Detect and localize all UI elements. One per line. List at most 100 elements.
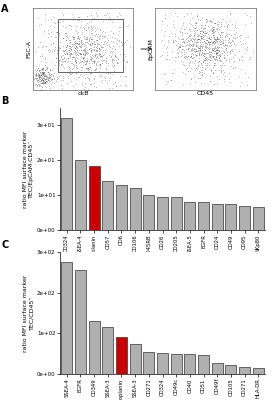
Point bbox=[223, 33, 227, 39]
Point bbox=[182, 49, 186, 55]
Point bbox=[203, 64, 207, 71]
Point bbox=[100, 44, 105, 50]
Point bbox=[79, 39, 83, 46]
Point bbox=[43, 67, 47, 74]
Point bbox=[215, 55, 219, 62]
Point bbox=[184, 39, 188, 45]
Point bbox=[75, 40, 79, 46]
Point bbox=[178, 36, 183, 42]
Point bbox=[214, 49, 218, 55]
Point bbox=[104, 65, 109, 71]
Point bbox=[55, 76, 59, 82]
Point bbox=[40, 66, 44, 73]
Point bbox=[88, 12, 93, 19]
Y-axis label: FSC-A: FSC-A bbox=[26, 40, 31, 58]
Point bbox=[95, 16, 100, 22]
Point bbox=[77, 24, 82, 30]
Point bbox=[56, 54, 60, 60]
Point bbox=[50, 78, 54, 85]
Point bbox=[97, 72, 101, 78]
Point bbox=[92, 31, 97, 38]
Point bbox=[103, 28, 107, 35]
Point bbox=[97, 68, 101, 75]
Point bbox=[215, 44, 220, 50]
Point bbox=[104, 39, 109, 46]
Point bbox=[200, 72, 205, 78]
Point bbox=[187, 58, 192, 64]
Point bbox=[187, 40, 191, 46]
Point bbox=[123, 64, 127, 70]
Point bbox=[81, 51, 85, 58]
Point bbox=[98, 63, 102, 69]
Point bbox=[217, 52, 221, 58]
Point bbox=[54, 55, 58, 62]
Point bbox=[57, 39, 62, 45]
Point bbox=[64, 32, 68, 39]
Point bbox=[201, 59, 205, 65]
Point bbox=[217, 55, 221, 62]
Point bbox=[203, 44, 208, 50]
Point bbox=[202, 50, 206, 56]
Point bbox=[94, 27, 98, 33]
Point bbox=[79, 50, 84, 57]
Point bbox=[47, 70, 51, 76]
Point bbox=[201, 32, 205, 38]
Point bbox=[39, 77, 43, 84]
Point bbox=[36, 44, 40, 50]
Point bbox=[73, 43, 78, 50]
Point bbox=[35, 75, 39, 82]
Point bbox=[217, 76, 221, 82]
Point bbox=[122, 56, 126, 63]
Point bbox=[195, 13, 200, 19]
Point bbox=[70, 50, 74, 57]
Point bbox=[47, 72, 51, 79]
Bar bbox=[143, 195, 154, 230]
Point bbox=[78, 57, 83, 64]
Point bbox=[38, 72, 42, 78]
Point bbox=[196, 39, 200, 45]
Point bbox=[203, 47, 207, 54]
Point bbox=[188, 37, 193, 43]
Point bbox=[207, 34, 211, 41]
Point bbox=[89, 40, 94, 47]
Point bbox=[226, 38, 230, 45]
Point bbox=[81, 50, 85, 57]
Point bbox=[73, 38, 77, 44]
Point bbox=[238, 38, 242, 44]
Point bbox=[39, 82, 43, 89]
Point bbox=[224, 42, 228, 49]
Point bbox=[215, 43, 219, 49]
Point bbox=[93, 58, 97, 64]
Point bbox=[74, 60, 78, 66]
Point bbox=[172, 38, 176, 45]
Point bbox=[197, 30, 202, 36]
Point bbox=[103, 33, 107, 39]
Bar bbox=[198, 202, 209, 230]
Point bbox=[39, 68, 44, 75]
Point bbox=[80, 64, 85, 70]
Point bbox=[32, 81, 37, 88]
Point bbox=[100, 47, 105, 53]
Point bbox=[179, 49, 183, 55]
Point bbox=[214, 54, 218, 60]
Point bbox=[244, 34, 248, 40]
Point bbox=[41, 70, 45, 76]
Bar bbox=[130, 344, 141, 374]
Point bbox=[96, 40, 100, 47]
Point bbox=[75, 40, 79, 47]
Point bbox=[70, 64, 75, 71]
Point bbox=[43, 76, 48, 82]
Point bbox=[63, 37, 68, 43]
Point bbox=[98, 32, 102, 38]
Point bbox=[94, 36, 99, 43]
Point bbox=[239, 66, 243, 72]
Point bbox=[82, 47, 87, 54]
Point bbox=[89, 53, 93, 60]
Point bbox=[186, 68, 190, 74]
Point bbox=[80, 31, 84, 37]
Point bbox=[106, 51, 111, 58]
Point bbox=[202, 70, 207, 76]
Point bbox=[92, 22, 96, 29]
Point bbox=[200, 44, 204, 50]
Point bbox=[211, 32, 216, 38]
